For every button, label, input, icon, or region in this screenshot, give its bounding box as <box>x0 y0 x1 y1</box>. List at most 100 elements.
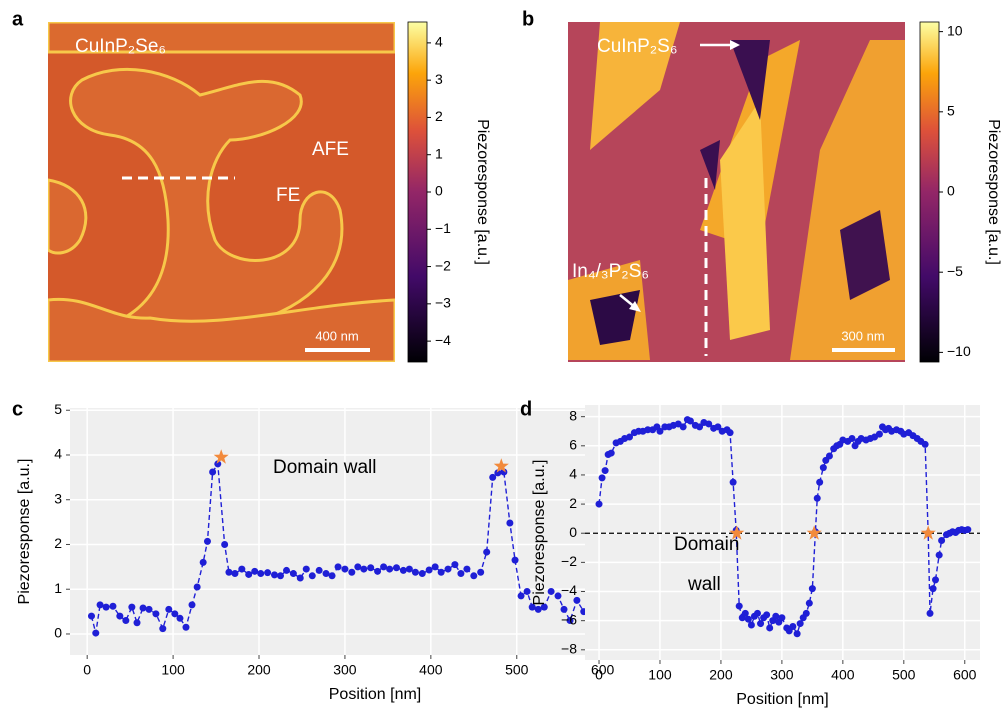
data-point <box>374 567 382 575</box>
data-point <box>778 614 786 622</box>
data-point <box>152 610 160 618</box>
data-point <box>560 605 568 613</box>
data-point <box>470 572 478 580</box>
data-point <box>96 601 104 609</box>
y-axis-label: Piezoresponse [a.u.] <box>531 460 548 606</box>
data-point <box>315 566 323 574</box>
data-point <box>932 576 940 584</box>
data-point <box>741 609 749 617</box>
y-tick-label: 0 <box>54 625 62 641</box>
data-point <box>322 570 330 578</box>
data-point <box>171 610 179 618</box>
data-point <box>128 603 136 611</box>
data-point <box>793 630 801 638</box>
data-point <box>276 572 284 580</box>
x-tick-label: 0 <box>83 662 91 678</box>
data-point <box>726 429 734 437</box>
data-point <box>457 570 465 578</box>
x-tick-label: 200 <box>247 662 271 678</box>
data-point <box>757 620 765 628</box>
data-point <box>159 625 167 633</box>
data-point <box>437 568 445 576</box>
data-point <box>825 452 833 460</box>
data-point <box>598 474 606 482</box>
data-point <box>644 426 652 434</box>
annotation: wall <box>687 574 721 595</box>
data-point <box>705 420 713 428</box>
data-point <box>763 611 771 619</box>
data-point <box>209 468 217 476</box>
data-point <box>506 519 514 527</box>
pfm-image-b <box>568 22 905 362</box>
data-point <box>935 551 943 559</box>
colorbar-tick-label: −5 <box>947 263 963 279</box>
data-point <box>245 570 253 578</box>
data-point <box>392 564 400 572</box>
data-point <box>425 566 433 574</box>
colorbar-tick-label: −4 <box>435 332 451 348</box>
y-tick-label: −6 <box>561 611 577 627</box>
x-tick-label: 600 <box>591 662 615 678</box>
x-axis-label: Position [nm] <box>329 686 421 703</box>
data-point <box>547 587 555 595</box>
data-point <box>808 585 816 593</box>
data-point <box>554 592 562 600</box>
x-tick-label: 600 <box>953 667 977 683</box>
data-point <box>411 568 419 576</box>
data-point <box>193 583 201 591</box>
annotation: Domain wall <box>273 457 376 478</box>
colorbar-tick-label: 1 <box>435 145 443 161</box>
data-point <box>188 601 196 609</box>
data-point <box>203 537 211 545</box>
data-point <box>477 568 485 576</box>
data-point <box>848 435 856 443</box>
data-point <box>796 620 804 628</box>
data-point <box>145 605 153 613</box>
x-tick-label: 300 <box>333 662 357 678</box>
data-point <box>523 587 531 595</box>
data-point <box>483 548 491 556</box>
colorbar-tick-label: −3 <box>435 295 451 311</box>
y-tick-label: −8 <box>561 641 577 657</box>
colorbar-label: Piezoresponse [a.u.] <box>474 119 491 265</box>
data-point <box>231 570 239 578</box>
data-point <box>431 563 439 571</box>
scale-bar-label: 400 nm <box>315 328 358 343</box>
data-point <box>607 449 615 457</box>
data-point <box>754 609 762 617</box>
data-point <box>341 565 349 573</box>
colorbar <box>407 21 428 363</box>
star-marker <box>920 525 936 540</box>
x-axis-label: Position [nm] <box>736 691 828 708</box>
data-point <box>463 565 471 573</box>
data-point <box>686 417 694 425</box>
data-point <box>257 570 265 578</box>
data-point <box>625 433 633 441</box>
colorbar <box>919 21 940 363</box>
data-point <box>875 430 883 438</box>
y-tick-label: 0 <box>569 524 577 540</box>
data-point <box>283 566 291 574</box>
data-point <box>566 617 574 625</box>
data-point <box>744 615 752 623</box>
data-point <box>528 603 536 611</box>
data-point <box>540 603 548 611</box>
star-marker <box>213 449 229 464</box>
data-point <box>399 566 407 574</box>
x-tick-label: 200 <box>709 667 733 683</box>
data-point <box>225 568 233 576</box>
y-tick-label: 2 <box>569 495 577 511</box>
x-tick-label: 100 <box>161 662 185 678</box>
panel-letter: c <box>12 398 23 420</box>
star-marker <box>493 458 509 473</box>
data-point <box>444 565 452 573</box>
pfm-image-a <box>48 22 395 362</box>
panel-letter: b <box>522 8 534 30</box>
data-point <box>534 605 542 613</box>
data-point <box>595 500 603 508</box>
annotation: CuInP₂S₆ <box>597 36 678 57</box>
data-point <box>656 427 664 435</box>
panel-letter: d <box>520 398 532 420</box>
annotation: CuInP₂Se₆ <box>75 36 166 57</box>
